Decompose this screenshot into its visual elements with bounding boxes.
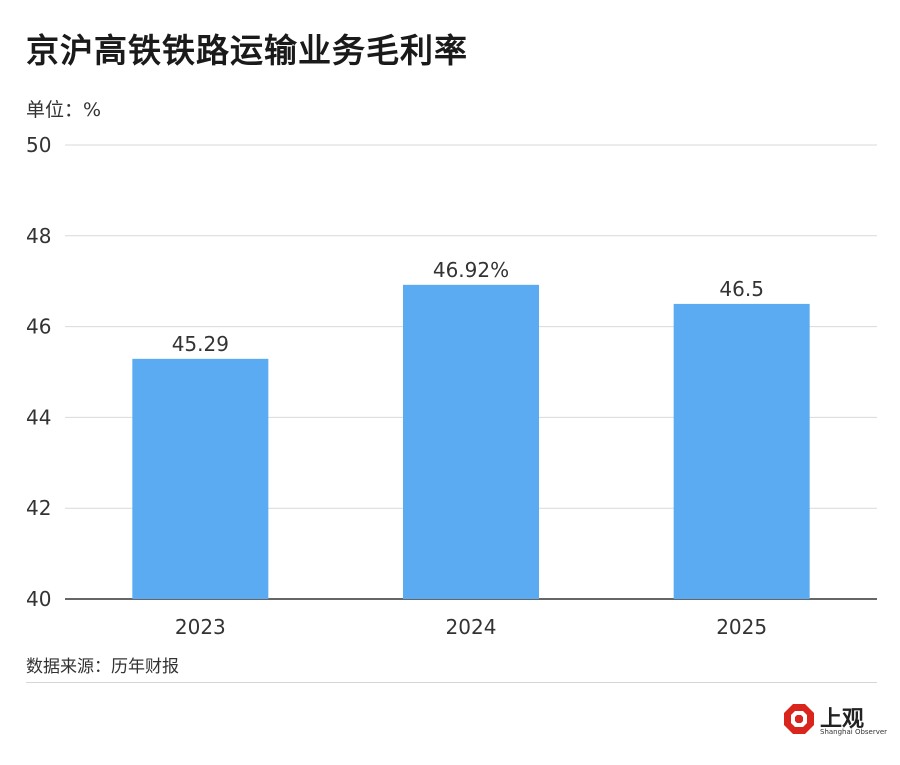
- bar-2025: [674, 304, 810, 599]
- y-tick-label: 50: [26, 133, 51, 157]
- y-axis-ticks: 40 42 44 46 48 50: [26, 133, 51, 611]
- x-axis-ticks: 2023 2024 2025: [175, 615, 767, 639]
- bar-2023: [132, 359, 268, 599]
- data-label: 45.29: [172, 332, 229, 356]
- x-tick-label: 2025: [716, 615, 767, 639]
- bars: [132, 285, 809, 599]
- y-tick-label: 40: [26, 587, 51, 611]
- bar-2024: [403, 285, 539, 599]
- data-source-note: 数据来源：历年财报: [26, 652, 179, 677]
- x-tick-label: 2024: [446, 615, 497, 639]
- x-tick-label: 2023: [175, 615, 226, 639]
- logo-icon: [783, 703, 815, 735]
- y-tick-label: 42: [26, 496, 51, 520]
- y-tick-label: 46: [26, 315, 51, 339]
- data-label: 46.5: [719, 277, 764, 301]
- footer-divider: [26, 682, 877, 683]
- logo-text-en: Shanghai Observer: [820, 728, 887, 736]
- y-tick-label: 44: [26, 405, 51, 429]
- y-tick-label: 48: [26, 224, 51, 248]
- data-label: 46.92%: [433, 258, 509, 282]
- shanghai-observer-logo: 上观 Shanghai Observer: [783, 703, 878, 739]
